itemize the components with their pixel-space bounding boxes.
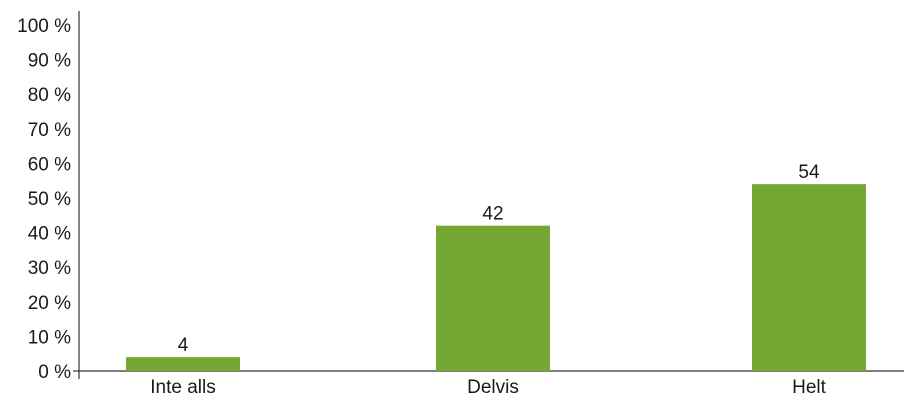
data-label: 42 [482, 204, 503, 225]
x-category-label: Delvis [467, 377, 519, 398]
y-tick-label: 80 % [28, 85, 71, 106]
y-tick-label: 100 % [17, 16, 71, 37]
x-axis: Inte alls Delvis Helt [79, 370, 904, 398]
bars [126, 184, 866, 371]
y-tick-label: 30 % [28, 258, 71, 279]
y-tick-label: 0 % [38, 362, 71, 383]
bar-delvis [436, 225, 550, 371]
data-labels: 4 42 54 [178, 162, 820, 356]
y-tick-label: 40 % [28, 224, 71, 245]
x-category-label: Inte alls [150, 377, 215, 398]
y-tick-label: 90 % [28, 51, 71, 72]
y-tick-label: 60 % [28, 154, 71, 175]
y-axis: 0 % 10 % 20 % 30 % 40 % 50 % 60 % 70 % 80 % 90 % 1… [17, 11, 80, 383]
y-tick-label: 70 % [28, 120, 71, 141]
data-label: 4 [178, 335, 189, 356]
data-label: 54 [798, 162, 820, 183]
bar-inte-alls [126, 357, 240, 371]
x-category-label: Helt [792, 377, 827, 398]
y-tick-label: 20 % [28, 293, 71, 314]
bar-helt [752, 184, 866, 371]
y-tick-label: 50 % [28, 189, 71, 210]
y-tick-label: 10 % [28, 327, 71, 348]
